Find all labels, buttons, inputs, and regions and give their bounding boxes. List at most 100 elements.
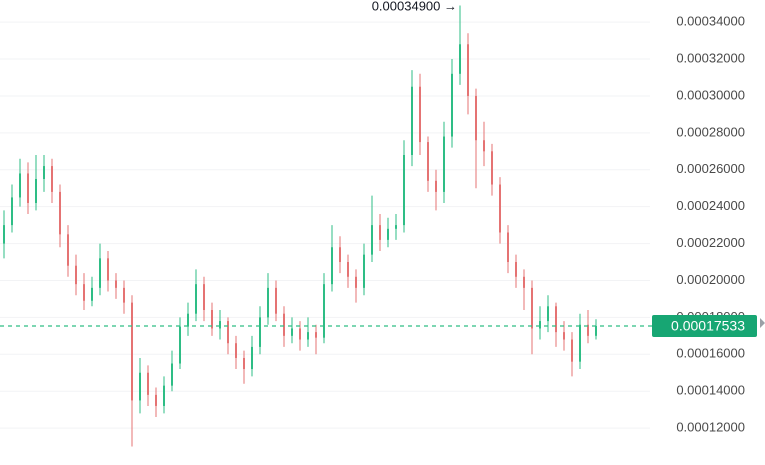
candle: [131, 295, 133, 447]
y-tick-label: 0.00014000: [676, 383, 745, 398]
candle-body: [555, 306, 557, 333]
candle-body: [539, 321, 541, 329]
candle: [163, 376, 165, 414]
candle-body: [491, 151, 493, 185]
y-tick-label: 0.00016000: [676, 346, 745, 361]
candle: [171, 350, 173, 392]
candle: [43, 155, 45, 192]
candle: [3, 210, 5, 259]
candle-body: [19, 173, 21, 198]
candle-body: [395, 225, 397, 229]
candle-body: [387, 228, 389, 240]
candle-body: [171, 363, 173, 386]
candle: [435, 169, 437, 211]
candle: [347, 254, 349, 288]
candle-body: [467, 44, 469, 96]
candle: [555, 302, 557, 347]
candle: [187, 302, 189, 336]
candle: [523, 269, 525, 310]
candle-body: [531, 287, 533, 329]
candle: [499, 177, 501, 244]
candle: [379, 214, 381, 251]
candle-body: [507, 232, 509, 263]
candle: [467, 33, 469, 115]
candle: [315, 324, 317, 355]
candle-body: [307, 332, 309, 340]
candle: [91, 276, 93, 307]
candle: [355, 269, 357, 303]
y-tick-label: 0.00032000: [676, 50, 745, 65]
candle-body: [315, 332, 317, 338]
candle-body: [187, 313, 189, 327]
candle: [515, 254, 517, 288]
candle: [147, 365, 149, 406]
grid: [0, 21, 650, 429]
candle: [35, 155, 37, 211]
candle: [27, 162, 29, 215]
y-tick-label: 0.00028000: [676, 124, 745, 139]
candle: [51, 158, 53, 203]
y-tick-label: 0.00020000: [676, 272, 745, 287]
candle-body: [291, 328, 293, 336]
candle-body: [219, 321, 221, 329]
y-tick-label: 0.00034000: [676, 14, 745, 29]
candle-body: [347, 262, 349, 277]
candle-body: [451, 73, 453, 137]
candle-body: [131, 302, 133, 401]
candle: [331, 225, 333, 292]
candle-body: [107, 258, 109, 281]
candle: [83, 273, 85, 310]
candle-body: [163, 385, 165, 406]
candle-body: [259, 317, 261, 347]
candle: [275, 280, 277, 322]
candle-body: [419, 86, 421, 143]
candle-body: [195, 284, 197, 314]
candle-body: [403, 155, 405, 226]
candle: [291, 317, 293, 344]
candle: [195, 269, 197, 322]
candle-body: [299, 328, 301, 340]
candle: [179, 317, 181, 370]
candle-body: [75, 265, 77, 285]
candle-body: [3, 225, 5, 244]
candle-body: [99, 258, 101, 288]
candle-body: [203, 284, 205, 310]
candle: [395, 214, 397, 240]
candle: [107, 250, 109, 292]
candle: [219, 310, 221, 340]
candle-body: [91, 287, 93, 301]
candle: [259, 306, 261, 355]
candle-body: [435, 180, 437, 192]
candle: [595, 319, 597, 340]
candle: [211, 302, 213, 336]
candle: [307, 317, 309, 347]
candle: [531, 280, 533, 355]
candle-body: [427, 142, 429, 181]
candle-body: [227, 321, 229, 344]
candle-body: [35, 178, 37, 203]
candle-body: [115, 280, 117, 288]
candle-body: [443, 136, 445, 192]
candle: [443, 121, 445, 203]
candle: [363, 243, 365, 296]
candle: [539, 306, 541, 340]
max-annotation: 0.00034900 →: [372, 0, 457, 13]
candle-body: [459, 44, 461, 74]
candle-body: [147, 372, 149, 395]
candle: [475, 88, 477, 189]
candle: [459, 5, 461, 85]
candle: [339, 236, 341, 274]
candle: [419, 73, 421, 155]
candle: [483, 121, 485, 167]
candle: [11, 184, 13, 233]
candle-body: [339, 247, 341, 263]
candle-body: [515, 262, 517, 277]
candle-body: [475, 95, 477, 141]
candle-body: [571, 339, 573, 362]
candle: [427, 136, 429, 192]
candle-body: [579, 324, 581, 362]
candle: [451, 59, 453, 148]
candle-body: [355, 276, 357, 288]
candle: [123, 280, 125, 314]
candle-body: [587, 324, 589, 336]
